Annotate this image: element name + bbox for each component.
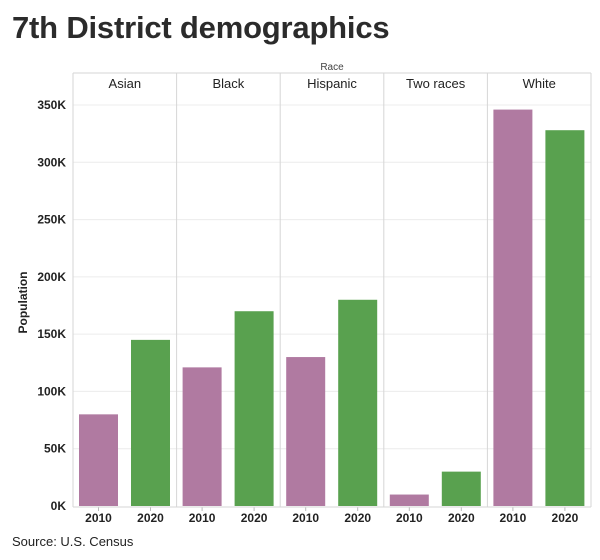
facet-label: Black — [213, 76, 245, 91]
x-tick-label: 2020 — [344, 511, 371, 525]
bar-hispanic-2020 — [338, 299, 378, 506]
x-tick-label: 2010 — [292, 511, 319, 525]
x-tick-label: 2010 — [85, 511, 112, 525]
facet-label: Hispanic — [307, 76, 357, 91]
bar-white-2020 — [545, 130, 585, 506]
bar-black-2020 — [234, 311, 274, 506]
y-tick-label: 300K — [37, 155, 66, 169]
faceted-bar-chart: 0K 50K 100K 150K 200K 250K 300K 350K Race Populat… — [16, 62, 592, 525]
x-tick-label: 2010 — [396, 511, 423, 525]
x-tick-label: 2010 — [500, 511, 527, 525]
bar-black-2010 — [182, 367, 222, 506]
y-tick-label: 250K — [37, 213, 66, 227]
y-tick-label: 200K — [37, 270, 66, 284]
y-tick-label: 150K — [37, 327, 66, 341]
facet-label: Asian — [109, 76, 142, 91]
bar-asian-2020 — [131, 339, 170, 506]
facet-label: Two races — [406, 76, 466, 91]
x-tick-label: 2020 — [241, 511, 268, 525]
x-tick-label: 2020 — [137, 511, 164, 525]
facet-dividers — [72, 72, 592, 511]
bar-hispanic-2010 — [286, 357, 326, 506]
y-tick-label: 50K — [44, 442, 66, 456]
bar-white-2010 — [493, 109, 533, 506]
y-axis-label: Population — [16, 272, 30, 334]
bar-two-races-2010 — [389, 494, 429, 506]
bars — [79, 109, 585, 506]
chart-title: 7th District demographics — [12, 10, 390, 45]
y-tick-label: 350K — [37, 98, 66, 112]
bar-asian-2010 — [79, 414, 118, 506]
y-tick-label: 0K — [51, 499, 67, 513]
labels: 0K 50K 100K 150K 200K 250K 300K 350K Race Populat… — [16, 62, 579, 525]
x-tick-label: 2020 — [448, 511, 475, 525]
facet-title: Race — [320, 62, 344, 73]
bar-two-races-2020 — [441, 471, 481, 506]
x-tick-label: 2020 — [552, 511, 579, 525]
source-note: Source: U.S. Census — [12, 534, 134, 549]
facet-label: White — [523, 76, 556, 91]
y-tick-label: 100K — [37, 384, 66, 398]
x-tick-label: 2010 — [189, 511, 216, 525]
